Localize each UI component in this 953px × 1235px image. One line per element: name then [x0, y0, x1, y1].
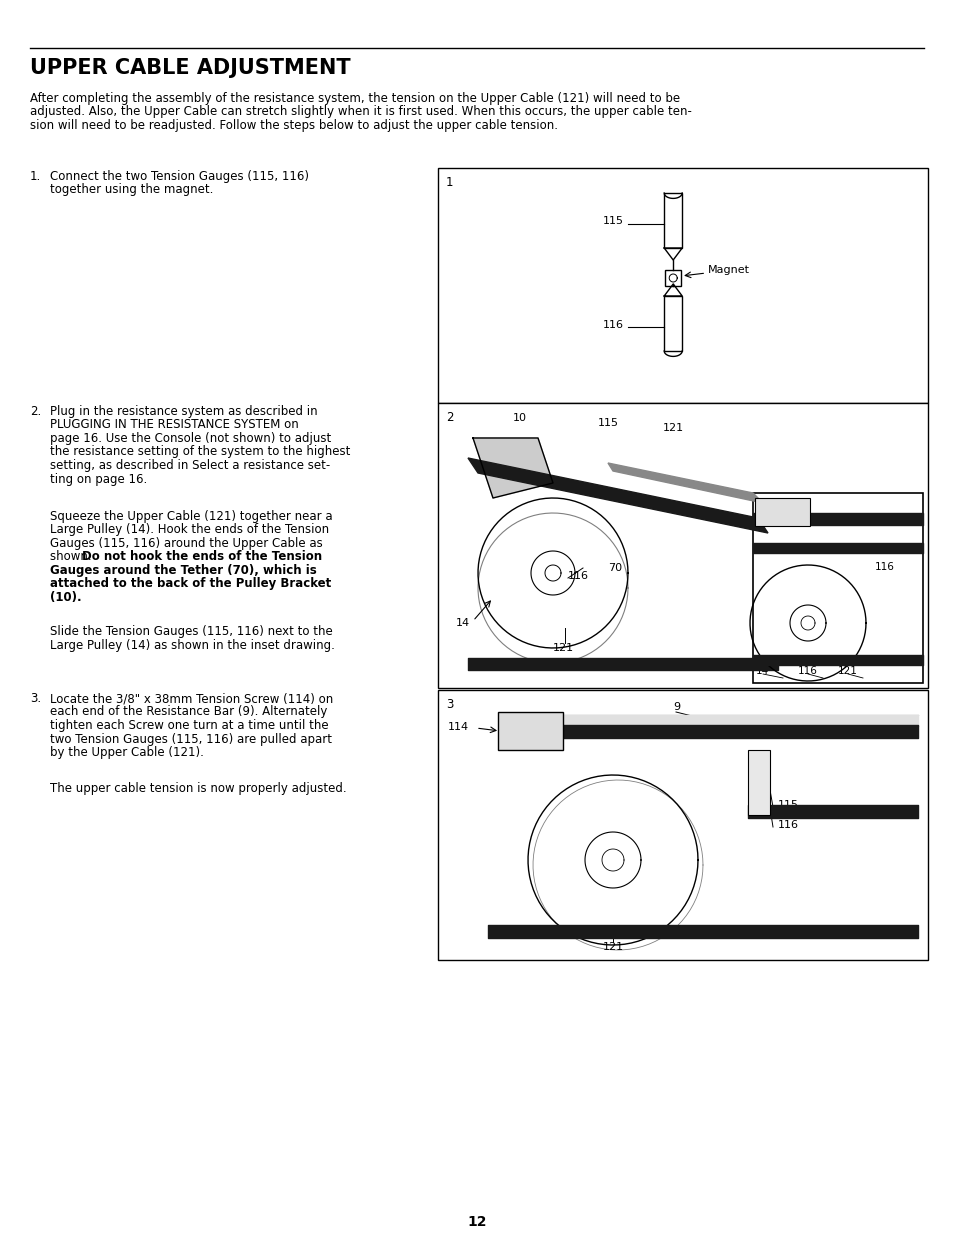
Text: 1.: 1. [30, 170, 41, 183]
Text: each end of the Resistance Bar (9). Alternately: each end of the Resistance Bar (9). Alte… [50, 705, 327, 719]
Bar [437, 690, 927, 960]
Text: UPPER CABLE ADJUSTMENT: UPPER CABLE ADJUSTMENT [30, 58, 351, 78]
Text: page 16. Use the Console (not shown) to adjust: page 16. Use the Console (not shown) to … [50, 432, 331, 445]
Bar [497, 713, 562, 750]
Text: shown.: shown. [50, 551, 95, 563]
Polygon shape [468, 458, 767, 534]
Text: attached to the back of the Pulley Bracket: attached to the back of the Pulley Brack… [50, 578, 331, 590]
Bar [747, 750, 769, 815]
Text: 121: 121 [662, 424, 683, 433]
Bar [437, 403, 927, 688]
Bar [663, 296, 681, 351]
Text: 115: 115 [602, 216, 623, 226]
Text: together using the magnet.: together using the magnet. [50, 184, 213, 196]
Bar [752, 493, 923, 683]
Text: 2.: 2. [30, 405, 41, 417]
Text: (10).: (10). [50, 592, 82, 604]
Text: Locate the 3/8" x 38mm Tension Screw (114) on: Locate the 3/8" x 38mm Tension Screw (11… [50, 692, 333, 705]
Text: 115: 115 [598, 417, 618, 429]
Text: 115: 115 [778, 800, 799, 810]
Text: tighten each Screw one turn at a time until the: tighten each Screw one turn at a time un… [50, 719, 328, 732]
Text: Do not hook the ends of the Tension: Do not hook the ends of the Tension [82, 551, 322, 563]
Text: 2: 2 [446, 411, 453, 424]
Text: 14: 14 [755, 666, 768, 676]
Text: Magnet: Magnet [707, 266, 749, 275]
Text: 116: 116 [567, 571, 588, 580]
Text: 114: 114 [448, 722, 469, 732]
Text: Plug in the resistance system as described in: Plug in the resistance system as describ… [50, 405, 317, 417]
Text: 121: 121 [553, 643, 574, 653]
Polygon shape [473, 438, 553, 498]
Text: 116: 116 [778, 820, 799, 830]
Text: 10: 10 [513, 412, 526, 424]
Text: 115: 115 [874, 545, 894, 555]
Text: setting, as described in Select a resistance set-: setting, as described in Select a resist… [50, 459, 330, 472]
Text: PLUGGING IN THE RESISTANCE SYSTEM on: PLUGGING IN THE RESISTANCE SYSTEM on [50, 419, 298, 431]
Text: 116: 116 [874, 562, 894, 572]
Text: 14: 14 [456, 618, 470, 629]
Text: Gauges around the Tether (70), which is: Gauges around the Tether (70), which is [50, 564, 316, 577]
Text: Gauges (115, 116) around the Upper Cable as: Gauges (115, 116) around the Upper Cable… [50, 537, 322, 550]
Text: 9: 9 [672, 701, 679, 713]
Bar [437, 168, 927, 403]
Text: 3: 3 [446, 698, 453, 711]
Text: Squeeze the Upper Cable (121) together near a: Squeeze the Upper Cable (121) together n… [50, 510, 333, 522]
Text: 116: 116 [602, 320, 623, 330]
Polygon shape [607, 463, 762, 503]
Text: Connect the two Tension Gauges (115, 116): Connect the two Tension Gauges (115, 116… [50, 170, 309, 183]
Text: by the Upper Cable (121).: by the Upper Cable (121). [50, 746, 204, 760]
Text: 121: 121 [837, 666, 857, 676]
Bar [663, 193, 681, 248]
Text: Large Pulley (14) as shown in the inset drawing.: Large Pulley (14) as shown in the inset … [50, 638, 335, 652]
Text: two Tension Gauges (115, 116) are pulled apart: two Tension Gauges (115, 116) are pulled… [50, 732, 332, 746]
Text: 3.: 3. [30, 692, 41, 705]
Text: The upper cable tension is now properly adjusted.: The upper cable tension is now properly … [50, 782, 346, 795]
Text: 121: 121 [602, 942, 623, 952]
Text: Large Pulley (14). Hook the ends of the Tension: Large Pulley (14). Hook the ends of the … [50, 524, 329, 536]
Bar [754, 498, 809, 526]
Text: 116: 116 [797, 666, 817, 676]
Text: 12: 12 [467, 1215, 486, 1229]
Text: sion will need to be readjusted. Follow the steps below to adjust the upper cabl: sion will need to be readjusted. Follow … [30, 119, 558, 132]
Bar [664, 270, 680, 287]
Text: ting on page 16.: ting on page 16. [50, 473, 147, 485]
Text: the resistance setting of the system to the highest: the resistance setting of the system to … [50, 446, 350, 458]
Text: 1: 1 [446, 177, 453, 189]
Text: After completing the assembly of the resistance system, the tension on the Upper: After completing the assembly of the res… [30, 91, 679, 105]
Text: 70: 70 [607, 563, 621, 573]
Text: Slide the Tension Gauges (115, 116) next to the: Slide the Tension Gauges (115, 116) next… [50, 625, 333, 638]
Text: adjusted. Also, the Upper Cable can stretch slightly when it is first used. When: adjusted. Also, the Upper Cable can stre… [30, 105, 691, 119]
